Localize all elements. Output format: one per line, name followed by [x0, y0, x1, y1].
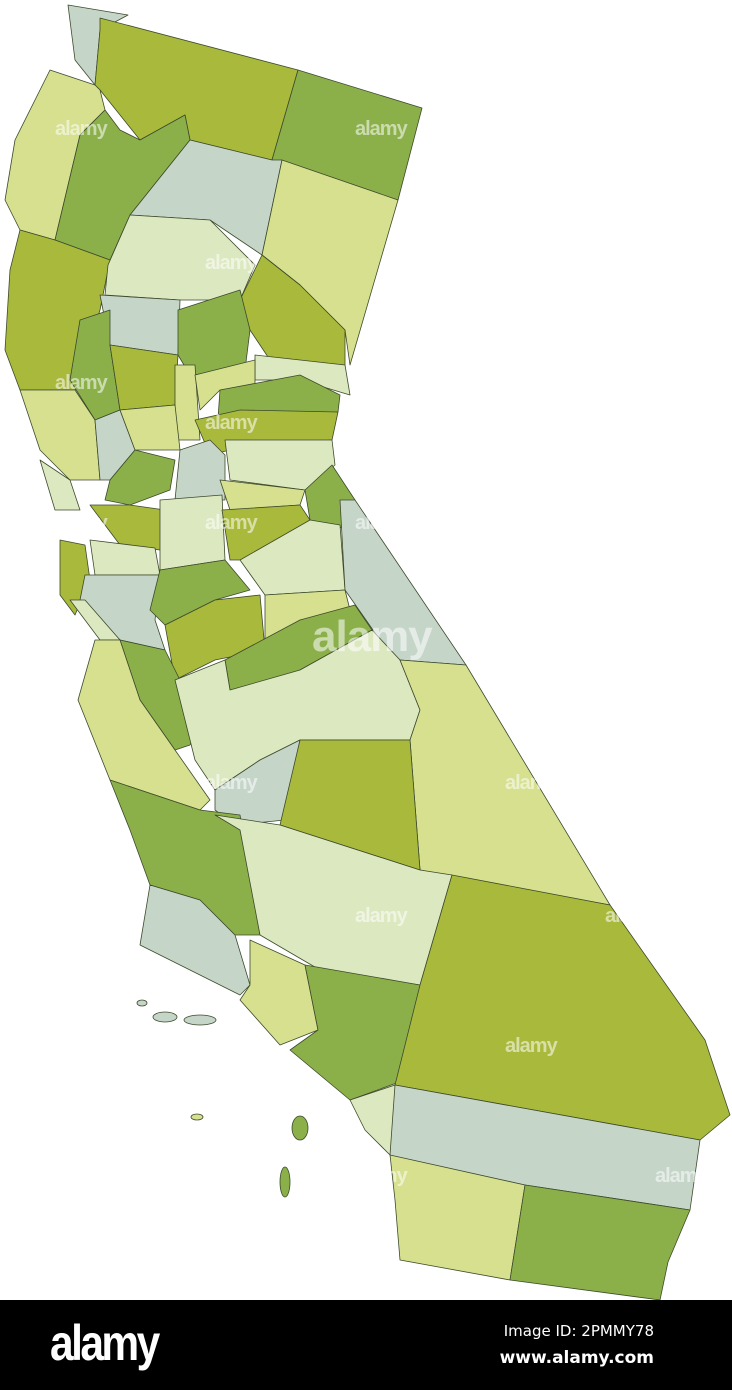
county-region: [239, 519, 346, 596]
county-region: [399, 659, 611, 906]
island: [136, 999, 148, 1007]
county-region: [159, 494, 226, 571]
county-region: [104, 449, 176, 506]
island: [183, 1014, 217, 1026]
island: [279, 1166, 291, 1198]
island: [190, 1113, 204, 1121]
county-region: [39, 459, 81, 511]
county-region: [174, 439, 226, 501]
county-region: [509, 1184, 691, 1300]
county-region: [394, 874, 731, 1141]
footer-bar: alamy Image ID: 2PMMY78 www.alamy.com: [0, 1300, 732, 1390]
county-region: [109, 344, 179, 411]
county-region: [177, 289, 251, 376]
county-region: [77, 639, 211, 811]
image-id: Image ID: 2PMMY78: [503, 1322, 654, 1340]
county-region: [239, 254, 346, 366]
island: [291, 1115, 309, 1141]
county-region: [389, 1154, 526, 1281]
california-county-map: [4, 4, 731, 1300]
island: [152, 1011, 178, 1023]
alamy-logo: alamy: [50, 1315, 160, 1371]
county-region: [139, 884, 251, 996]
site-url: www.alamy.com: [499, 1348, 654, 1368]
